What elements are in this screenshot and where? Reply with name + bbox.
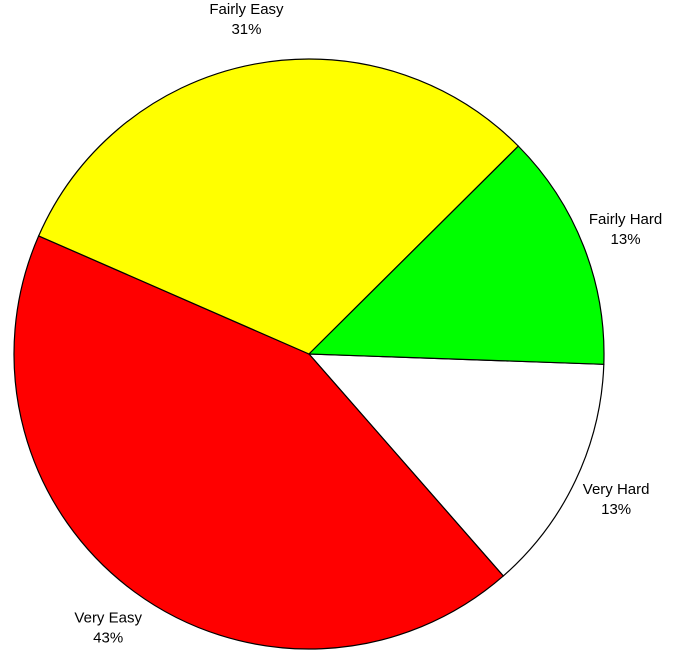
pie-slice — [13, 235, 505, 650]
pie-slice — [37, 58, 520, 355]
slice-label: Very Hard — [583, 481, 650, 498]
slice-value-label: 43% — [93, 629, 123, 646]
slice-value-label: 31% — [231, 21, 261, 38]
slice-value-label: 13% — [611, 231, 641, 248]
pie-slice — [307, 145, 605, 365]
slice-value-label: 13% — [601, 501, 631, 518]
slice-label: Fairly Easy — [209, 1, 284, 18]
pie-slice — [307, 353, 605, 577]
slice-label: Very Easy — [74, 609, 142, 626]
slice-label: Fairly Hard — [589, 211, 662, 228]
